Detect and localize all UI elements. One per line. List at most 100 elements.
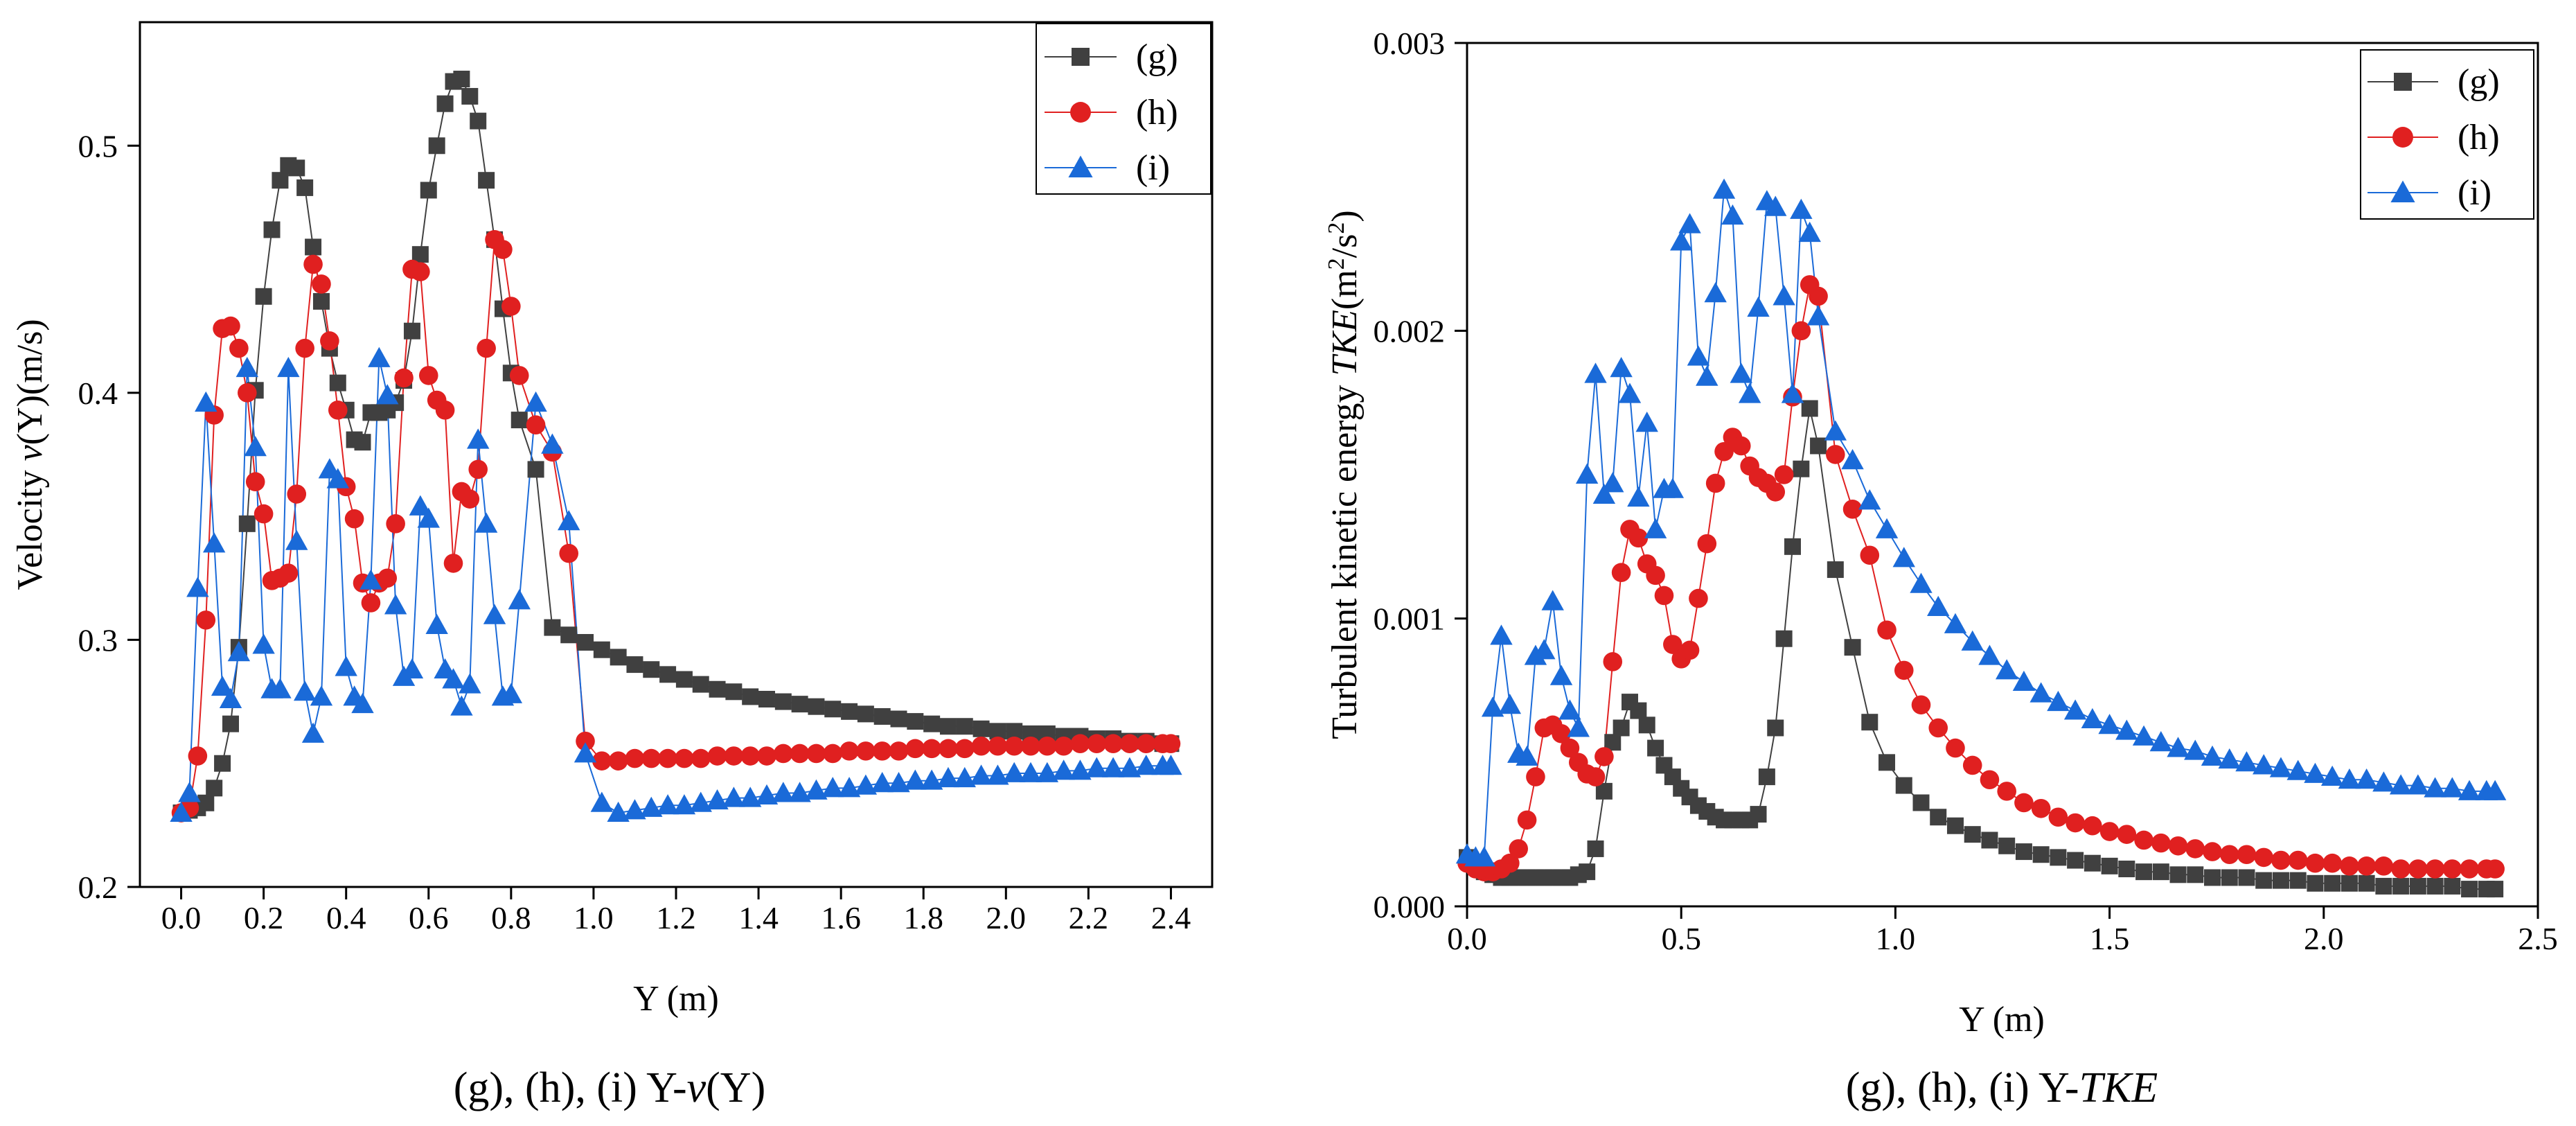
x-tick-label: 2.4 — [1151, 900, 1191, 935]
data-point-i — [351, 692, 374, 714]
x-tick-label: 2.2 — [1069, 900, 1109, 935]
data-point-i — [459, 673, 481, 694]
data-point-h — [1628, 528, 1649, 548]
data-point-i — [2047, 690, 2070, 712]
data-point-g — [2187, 866, 2204, 883]
data-point-i — [623, 799, 646, 820]
data-point-i — [738, 786, 762, 807]
data-point-i — [417, 507, 440, 528]
data-point-g — [939, 718, 957, 735]
data-point-g — [1861, 714, 1878, 731]
data-point-i — [1892, 547, 1915, 568]
data-point-i — [384, 594, 407, 615]
data-point-h — [287, 484, 307, 504]
data-point-g — [758, 691, 775, 708]
data-point-i — [170, 801, 193, 822]
data-point-i — [1481, 696, 1504, 717]
data-point-g — [2135, 863, 2153, 881]
data-point-g — [923, 715, 941, 732]
data-point-g — [214, 755, 231, 772]
right-plot-frame — [1466, 42, 2539, 908]
data-point-h — [1595, 747, 1614, 766]
data-point-h — [386, 514, 405, 534]
data-point-g — [2152, 863, 2169, 881]
data-point-i — [252, 633, 275, 654]
data-point-i — [2235, 751, 2258, 772]
data-point-g — [288, 159, 305, 177]
data-point-h — [468, 459, 488, 480]
y-tick-label: 0.002 — [1374, 313, 1446, 349]
data-point-h — [757, 746, 776, 766]
data-point-i — [1747, 296, 1770, 317]
data-point-h — [840, 741, 859, 761]
data-point-i — [1085, 757, 1108, 777]
data-point-i — [1135, 755, 1157, 775]
data-point-g — [808, 698, 825, 715]
data-point-h — [411, 262, 430, 281]
data-point-h — [576, 731, 595, 751]
data-point-i — [483, 604, 506, 624]
data-point-i — [1670, 230, 1693, 251]
data-point-h — [1070, 734, 1090, 753]
data-point-h — [238, 383, 257, 403]
data-point-i — [1978, 644, 2001, 665]
data-point-g — [2050, 849, 2067, 866]
data-point-i — [219, 687, 242, 708]
data-point-h — [278, 563, 299, 583]
data-point-h — [2322, 853, 2342, 873]
data-point-g — [2307, 874, 2324, 892]
data-point-h — [1860, 545, 1880, 565]
data-point-g — [659, 666, 677, 683]
data-point-i — [269, 678, 292, 698]
data-point-g — [1878, 754, 1896, 771]
data-point-g — [1638, 716, 1655, 734]
data-point-i — [2286, 759, 2309, 780]
data-point-h — [740, 746, 760, 766]
data-point-i — [2218, 748, 2241, 769]
data-point-i — [1721, 204, 1744, 225]
data-point-h — [1585, 767, 1606, 786]
data-point-i — [474, 512, 498, 533]
y-tick-label: 0.5 — [78, 128, 118, 164]
data-point-g — [305, 238, 322, 256]
data-point-g — [2487, 881, 2504, 898]
x-tick-label: 0.2 — [244, 900, 284, 935]
data-point-g — [824, 701, 842, 718]
data-point-g — [1613, 719, 1630, 737]
data-point-h — [2099, 822, 2120, 841]
data-point-h — [221, 316, 240, 336]
data-point-i — [2389, 774, 2413, 795]
data-point-h — [823, 744, 843, 764]
data-point-i — [2338, 768, 2361, 789]
data-point-h — [1911, 695, 1931, 715]
data-point-i — [1687, 345, 1710, 366]
data-point-h — [1611, 563, 1631, 583]
data-point-i — [805, 779, 828, 800]
legend-marker-g — [2394, 73, 2412, 91]
data-point-h — [872, 741, 892, 761]
x-tick-label: 0.0 — [161, 900, 202, 935]
data-point-i — [244, 436, 267, 457]
data-point-h — [790, 744, 810, 764]
data-point-i — [1003, 762, 1026, 782]
data-point-h — [1809, 286, 1828, 306]
data-point-h — [377, 568, 398, 588]
data-point-i — [2098, 714, 2121, 734]
data-point-i — [772, 782, 794, 802]
data-point-h — [477, 338, 496, 358]
left-series-group — [170, 71, 1182, 822]
data-point-g — [2358, 874, 2375, 892]
data-point-i — [186, 577, 209, 597]
data-point-i — [2063, 699, 2087, 720]
data-point-h — [592, 751, 612, 771]
data-point-g — [2032, 846, 2050, 863]
data-point-g — [2392, 877, 2410, 895]
data-point-i — [178, 782, 201, 802]
data-point-i — [310, 685, 333, 706]
data-point-g — [1844, 639, 1861, 656]
data-point-h — [1663, 635, 1682, 654]
data-point-i — [2184, 739, 2207, 760]
data-point-h — [344, 509, 364, 529]
data-point-i — [837, 777, 861, 798]
